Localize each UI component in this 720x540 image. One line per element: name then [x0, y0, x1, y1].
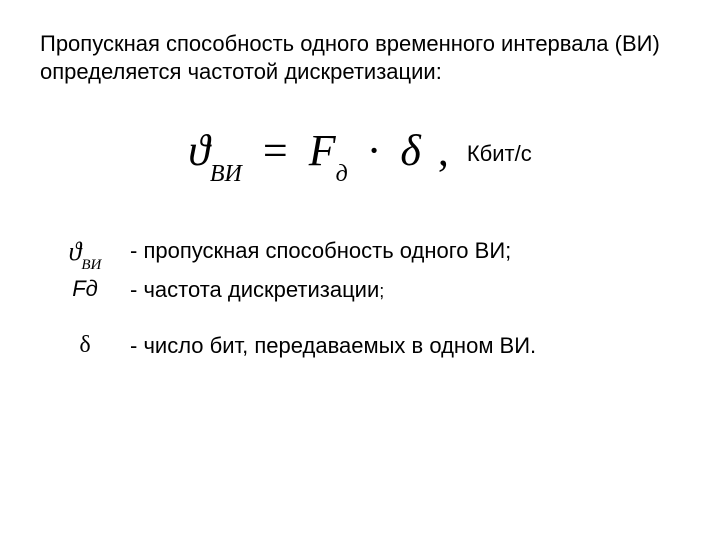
legend-theta-symbol: ϑВИ [69, 237, 102, 266]
formula-unit: Кбит/с [467, 141, 532, 167]
theta-subscript: ВИ [210, 161, 242, 187]
intro-text: Пропускная способность одного временного… [40, 30, 680, 85]
legend-symbol-cell: ϑВИ [40, 237, 130, 270]
legend-fd-semicolon: ; [379, 281, 384, 301]
formula-row: ϑВИ = Fд · δ , Кбит/с [40, 125, 680, 182]
legend-symbol-cell: δ [40, 332, 130, 359]
legend-delta-symbol: δ [79, 332, 90, 358]
legend-fd-text: - частота дискретизации [130, 277, 379, 302]
legend-delta-text: - число бит, передаваемых в одном ВИ. [130, 332, 536, 360]
formula-comma: , [432, 126, 449, 175]
legend-row-fd: Fд - частота дискретизации; [40, 276, 680, 304]
theta-symbol: ϑ [188, 126, 210, 175]
f-subscript: д [336, 161, 348, 187]
legend-fd-symbol: Fд [72, 276, 98, 301]
main-formula: ϑВИ = Fд · δ , [188, 125, 449, 182]
legend-symbol-cell: Fд [40, 276, 130, 302]
multiply-dot: · [359, 126, 390, 175]
legend-fd-text-wrap: - частота дискретизации; [130, 276, 384, 304]
legend-block: ϑВИ - пропускная способность одного ВИ; … [40, 237, 680, 359]
f-symbol: F [309, 126, 336, 175]
equals-sign: = [253, 126, 298, 175]
legend-theta-glyph: ϑ [69, 237, 82, 266]
legend-theta-sub: ВИ [81, 257, 101, 273]
legend-theta-text: - пропускная способность одного ВИ; [130, 237, 511, 265]
delta-symbol: δ [400, 126, 420, 175]
legend-row-delta: δ - число бит, передаваемых в одном ВИ. [40, 332, 680, 360]
legend-row-theta: ϑВИ - пропускная способность одного ВИ; [40, 237, 680, 270]
